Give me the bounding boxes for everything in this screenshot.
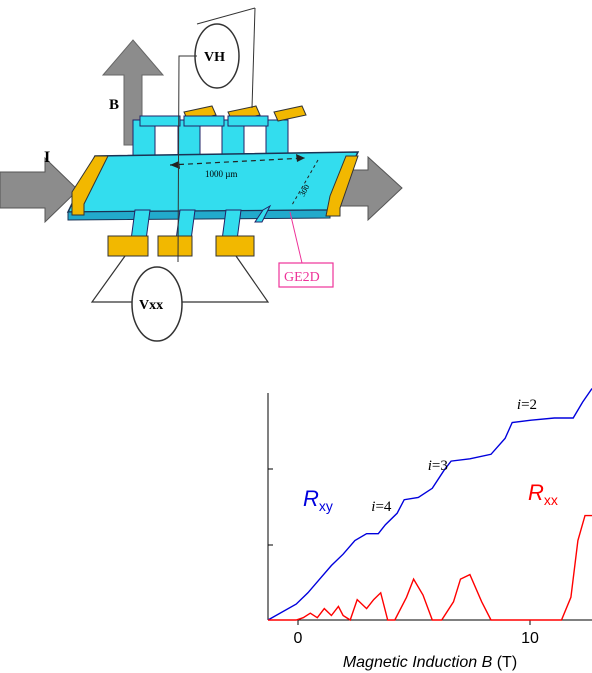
x-tick-label: 0 bbox=[294, 630, 303, 647]
hall-wire bbox=[177, 55, 197, 263]
sample-tag-box bbox=[278, 262, 334, 288]
hall-voltmeter-label: VH bbox=[204, 50, 225, 65]
length-dimension bbox=[169, 157, 306, 166]
sample-tag-label: GE2D bbox=[284, 270, 320, 285]
rxx-line bbox=[268, 514, 592, 622]
width-dimension bbox=[291, 159, 319, 206]
longitudinal-voltmeter bbox=[131, 266, 183, 342]
x-tick-label: 10 bbox=[521, 630, 539, 647]
plateau-label: i=2 bbox=[517, 397, 537, 413]
b-field-label: B bbox=[109, 97, 119, 113]
rxy-line bbox=[267, 388, 592, 621]
hall-bar-diagram: B I 1000 µm 300 VH bbox=[0, 7, 403, 342]
plateau-annotations: i=2 i=3 i=4 bbox=[371, 397, 537, 515]
vxx-wire-left bbox=[90, 255, 132, 303]
lower-contact-pads bbox=[107, 235, 255, 257]
vxx-wire-right bbox=[182, 255, 270, 303]
sample-pointer bbox=[289, 211, 303, 264]
plateau-label: i=3 bbox=[428, 458, 448, 474]
longitudinal-voltmeter-label: Vxx bbox=[139, 298, 163, 313]
right-end-contact bbox=[325, 155, 359, 217]
current-label: I bbox=[44, 149, 50, 166]
rxy-legend: Rxy bbox=[303, 486, 333, 514]
b-field-arrow bbox=[101, 39, 165, 146]
x-axis-label: Magnetic Induction B (T) bbox=[343, 654, 517, 671]
current-in-arrow bbox=[0, 156, 79, 224]
lower-hall-arms bbox=[130, 204, 272, 241]
plateau-label: i=4 bbox=[371, 499, 392, 515]
left-end-contact bbox=[71, 155, 109, 216]
length-label: 1000 µm bbox=[205, 169, 237, 179]
upper-contact-pads bbox=[139, 105, 307, 127]
rxx-legend: Rxx bbox=[528, 480, 558, 508]
